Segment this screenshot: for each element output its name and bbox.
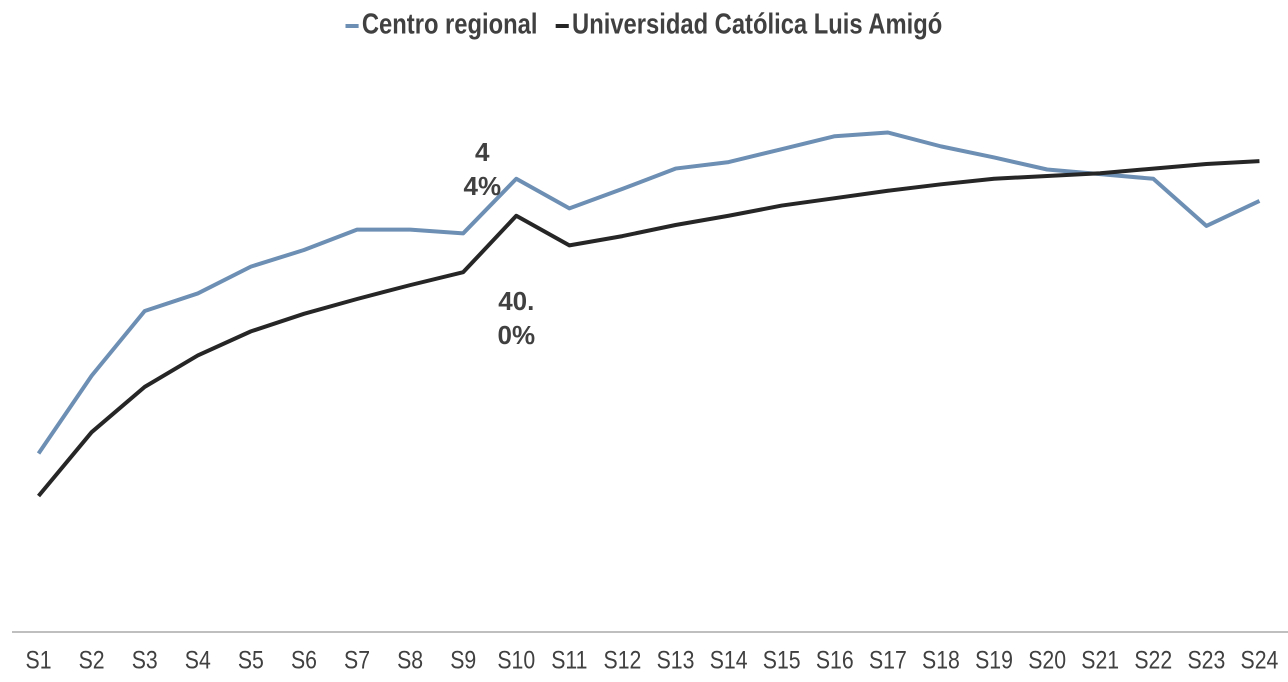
legend-label: Universidad Católica Luis Amigó xyxy=(572,7,942,40)
x-tick-label: S24 xyxy=(1241,646,1279,674)
series-line xyxy=(37,159,1260,498)
legend: Centro regional Universidad Católica Luis… xyxy=(345,7,942,40)
x-tick-label: S20 xyxy=(1028,646,1066,674)
x-tick-label: S11 xyxy=(551,646,587,674)
data-label-box: 44% xyxy=(463,136,502,201)
legend-label: Centro regional xyxy=(362,7,538,40)
x-tick-label: S12 xyxy=(604,646,642,674)
data-label-box: 40.0% xyxy=(497,285,536,350)
x-tick-label: S14 xyxy=(710,646,748,674)
x-tick-label: S4 xyxy=(185,646,211,674)
series-line xyxy=(36,130,1261,455)
x-tick-label: S8 xyxy=(397,646,423,674)
x-tick-label: S10 xyxy=(497,646,535,674)
x-tick-label: S15 xyxy=(763,646,801,674)
x-tick-label: S9 xyxy=(450,646,476,674)
x-tick-label: S7 xyxy=(344,646,370,674)
x-tick-label: S16 xyxy=(816,646,854,674)
x-tick-label: S1 xyxy=(26,646,52,674)
x-tick-label: S21 xyxy=(1081,646,1119,674)
x-tick-label: S13 xyxy=(657,646,695,674)
x-tick-label: S17 xyxy=(869,646,907,674)
x-tick-label: S3 xyxy=(132,646,158,674)
x-tick-label: S18 xyxy=(922,646,960,674)
data-label: 44% xyxy=(463,136,502,201)
data-label: 40.0% xyxy=(497,285,536,350)
x-tick-label: S19 xyxy=(975,646,1013,674)
x-tick-label: S22 xyxy=(1134,646,1172,674)
x-tick-label: S5 xyxy=(238,646,264,674)
x-tick-label: S6 xyxy=(291,646,317,674)
x-tick-label: S23 xyxy=(1187,646,1225,674)
x-tick-label: S2 xyxy=(79,646,105,674)
